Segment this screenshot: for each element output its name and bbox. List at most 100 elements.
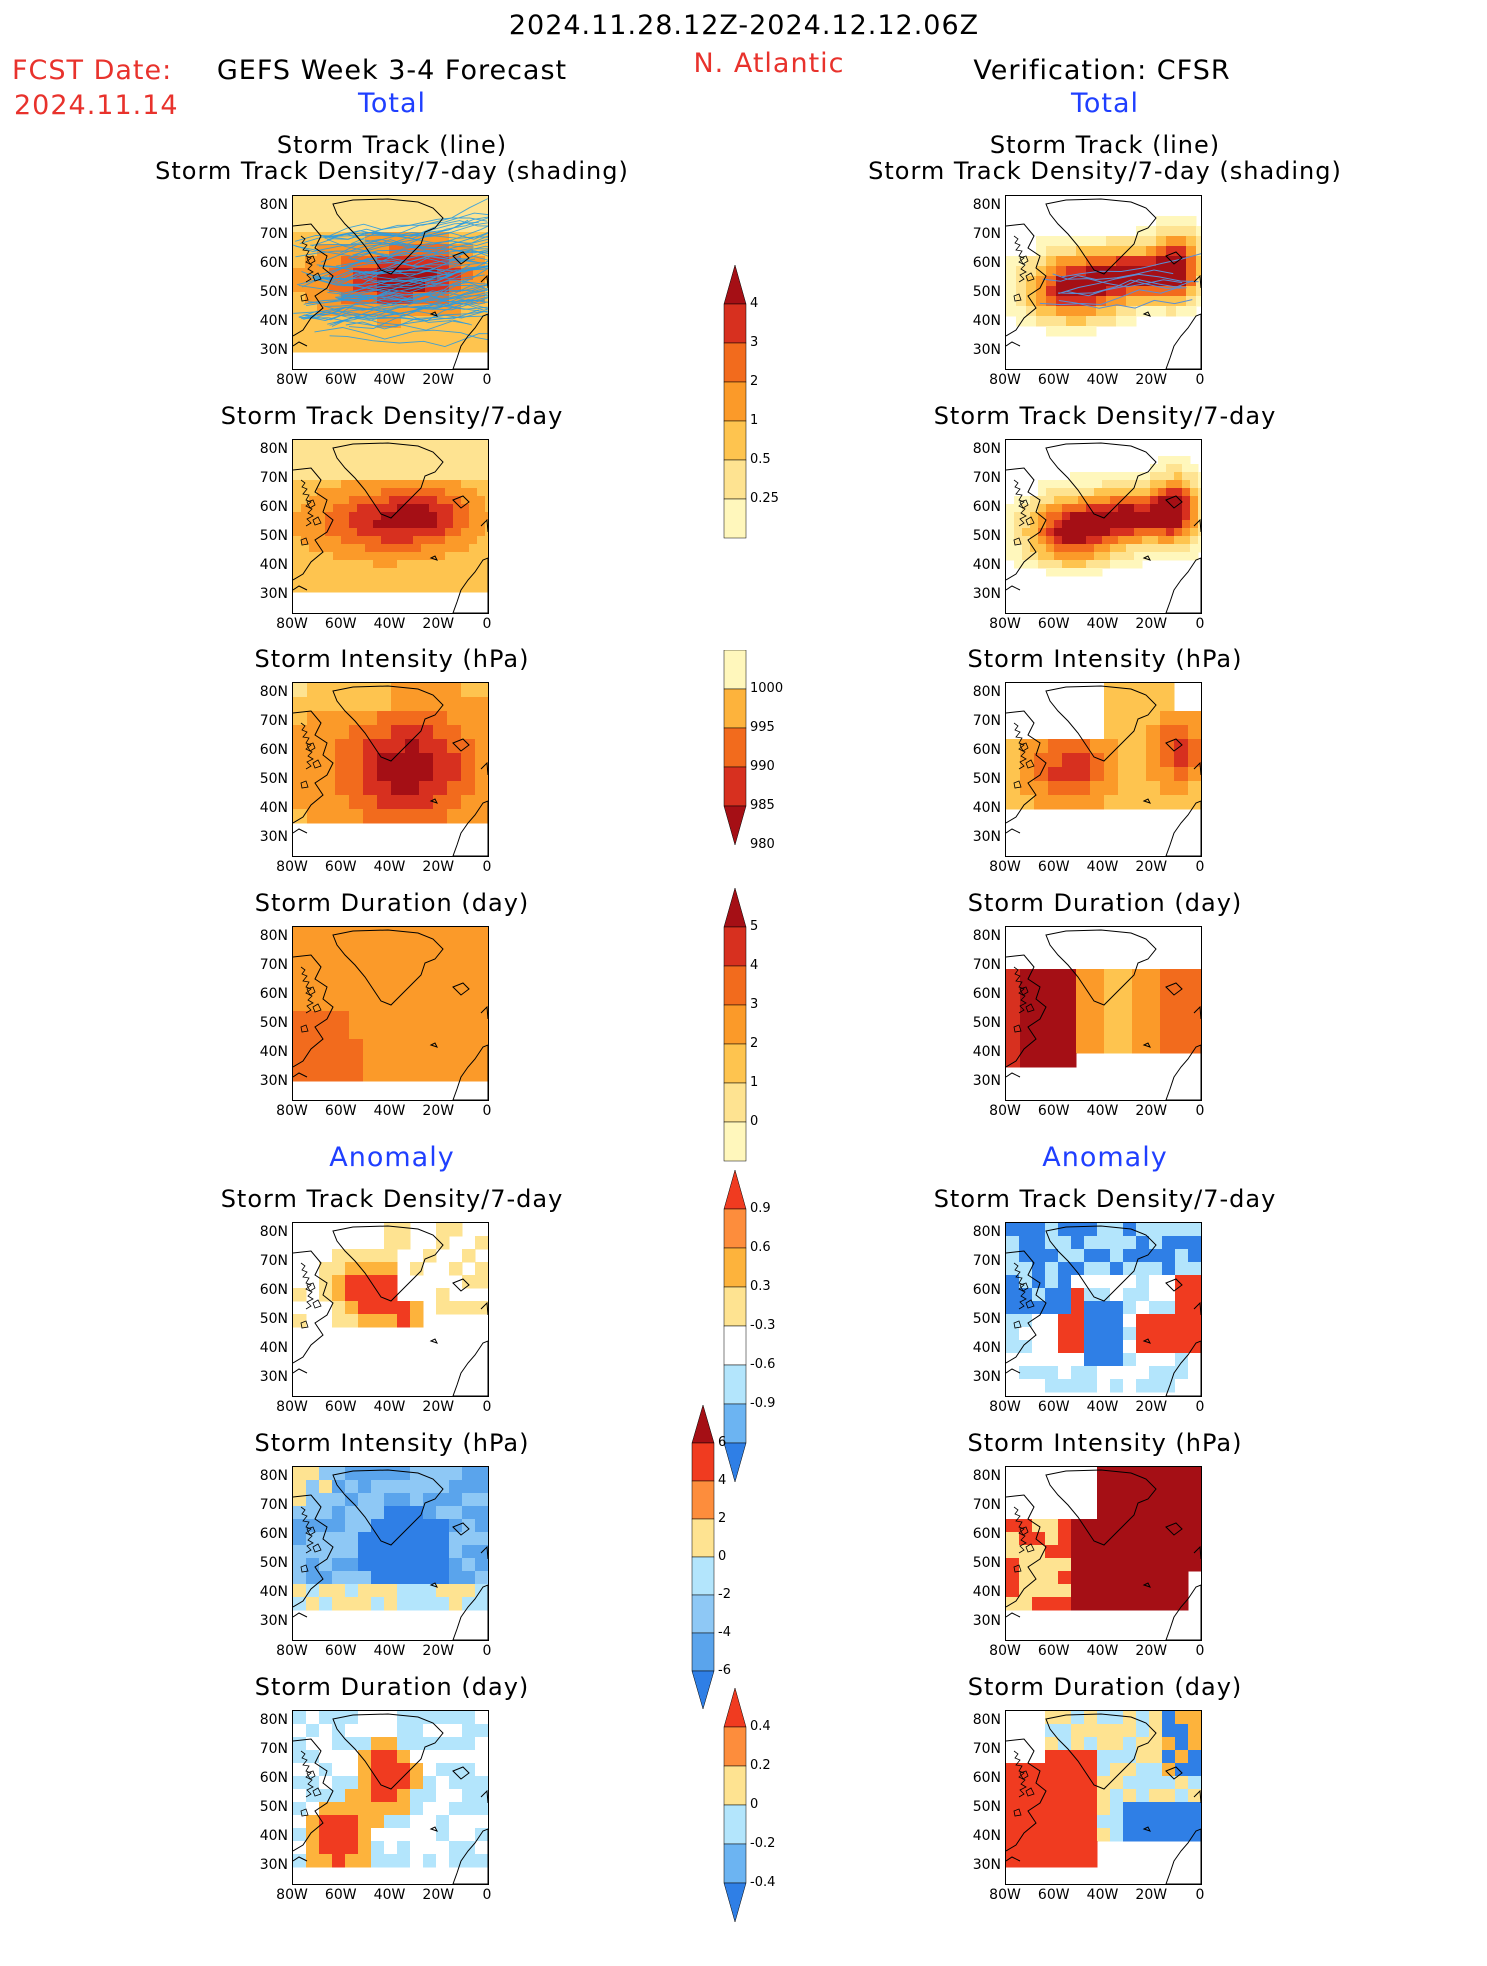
lat-label: 80N — [972, 684, 1001, 700]
lat-label: 30N — [972, 829, 1001, 845]
intensity-right-title: Storm Intensity (hPa) — [967, 645, 1243, 673]
lon-label: 40W — [1086, 1399, 1119, 1415]
lon-label: 60W — [324, 616, 357, 632]
colorbar-intensity: 1000 995 990 985 980 — [712, 649, 783, 889]
lon-label: 20W — [422, 1399, 455, 1415]
lon-label: 20W — [1135, 616, 1168, 632]
lon-label: 80W — [276, 859, 308, 875]
map-density-right — [1005, 439, 1202, 614]
lat-label: 80N — [259, 928, 288, 944]
lat-label: 40N — [972, 1828, 1001, 1844]
lon-label: 60W — [324, 859, 357, 875]
lat-label: 70N — [259, 957, 288, 973]
lon-label: 80W — [276, 1399, 308, 1415]
lon-label: 80W — [989, 859, 1021, 875]
colorbar-intensity-tick-label: 1000 — [750, 681, 784, 696]
lat-label: 60N — [972, 1526, 1001, 1542]
colorbar-anom-intensity-tick-label: 4 — [718, 1473, 727, 1488]
total-right-label: Total — [1070, 88, 1140, 119]
colorbar-density-tick-label: 3 — [750, 335, 759, 350]
map-intensity-right — [1005, 682, 1202, 857]
lon-label: 0 — [1195, 372, 1205, 388]
colorbar-intensity-tick-label: 995 — [750, 720, 775, 735]
track-line-left-title2: Storm Track Density/7-day (shading) — [155, 157, 629, 185]
colorbar-density-tick-label: 0.5 — [750, 452, 771, 467]
lon-label: 80W — [276, 372, 308, 388]
map-intensity-right-svg — [1006, 683, 1201, 856]
lat-label: 50N — [972, 1311, 1001, 1327]
lon-label: 20W — [422, 859, 455, 875]
lon-label: 40W — [1086, 1103, 1119, 1119]
lat-label: 60N — [259, 255, 288, 271]
lat-label: 80N — [259, 197, 288, 213]
lon-label: 60W — [324, 1103, 357, 1119]
lon-label: 40W — [373, 1887, 406, 1903]
lon-label: 60W — [1037, 859, 1070, 875]
lat-label: 60N — [259, 1282, 288, 1298]
track-line-right-title2: Storm Track Density/7-day (shading) — [868, 157, 1342, 185]
map-anom-duration-right — [1005, 1710, 1202, 1885]
lat-label: 70N — [259, 1253, 288, 1269]
region-title: N. Atlantic — [693, 48, 845, 79]
lat-label: 80N — [972, 1224, 1001, 1240]
lon-label: 60W — [1037, 616, 1070, 632]
lat-label: 30N — [972, 586, 1001, 602]
lat-label: 50N — [259, 771, 288, 787]
lon-label: 40W — [373, 1103, 406, 1119]
lon-label: 0 — [482, 616, 492, 632]
duration-right-title: Storm Duration (day) — [967, 889, 1243, 917]
lat-label: 40N — [972, 1044, 1001, 1060]
colorbar-anom-density: 0.9 0.6 0.3 -0.3 -0.6 -0.9 — [712, 1169, 776, 1526]
lon-label: 0 — [1195, 1887, 1205, 1903]
lat-label: 30N — [259, 829, 288, 845]
map-density-left — [292, 439, 489, 614]
date-range-title: 2024.11.28.12Z-2024.12.12.06Z — [508, 10, 980, 41]
colorbar-intensity-tick-label: 980 — [750, 837, 775, 852]
colorbar-anom-density-tick-label: 0.3 — [750, 1279, 771, 1294]
lat-label: 70N — [972, 1497, 1001, 1513]
lat-label: 70N — [259, 226, 288, 242]
lon-label: 0 — [1195, 616, 1205, 632]
anomaly-right-label: Anomaly — [1042, 1142, 1168, 1173]
map-anom-duration-right-svg — [1006, 1711, 1201, 1884]
lat-label: 60N — [259, 1770, 288, 1786]
colorbar-anom-duration-tick-label: -0.4 — [750, 1875, 776, 1890]
anom-duration-left-title: Storm Duration (day) — [254, 1673, 530, 1701]
lon-label: 60W — [1037, 1399, 1070, 1415]
lon-label: 80W — [989, 1887, 1021, 1903]
map-track-line-right — [1005, 195, 1202, 370]
colorbar-anom-density-tick-label: 0.9 — [750, 1201, 771, 1216]
fcst-date-label: FCST Date: — [12, 55, 173, 86]
lon-label: 20W — [1135, 1399, 1168, 1415]
lon-label: 40W — [1086, 616, 1119, 632]
map-anom-density-right-svg — [1006, 1223, 1201, 1396]
total-left-label: Total — [357, 88, 427, 119]
lat-label: 30N — [972, 342, 1001, 358]
map-duration-right — [1005, 926, 1202, 1101]
lon-label: 40W — [1086, 372, 1119, 388]
lon-label: 40W — [373, 1643, 406, 1659]
map-anom-intensity-left — [292, 1466, 489, 1641]
colorbar-anom-density-tick-label: -0.3 — [750, 1318, 776, 1333]
colorbar-anom-intensity-tick-label: -2 — [718, 1587, 731, 1602]
lat-label: 60N — [259, 986, 288, 1002]
map-duration-left-svg — [293, 927, 488, 1100]
colorbar-duration: 5 4 3 2 1 0 — [712, 887, 772, 1205]
map-duration-left — [292, 926, 489, 1101]
colorbar-density: 4 3 2 1 0.5 0.25 — [712, 264, 779, 582]
lat-label: 60N — [972, 742, 1001, 758]
lon-label: 60W — [324, 1399, 357, 1415]
map-anom-density-right — [1005, 1222, 1202, 1397]
lon-label: 0 — [482, 372, 492, 388]
lat-label: 50N — [259, 1799, 288, 1815]
lat-label: 70N — [259, 1741, 288, 1757]
colorbar-anom-duration-tick-label: 0.2 — [750, 1758, 771, 1773]
lon-label: 80W — [989, 1643, 1021, 1659]
colorbar-anom-intensity: 6 4 2 0 -2 -4 -6 — [680, 1404, 740, 1753]
lat-label: 80N — [972, 1468, 1001, 1484]
lat-label: 50N — [972, 284, 1001, 300]
fcst-date-value: 2024.11.14 — [14, 90, 179, 121]
lat-label: 60N — [259, 499, 288, 515]
lat-label: 50N — [972, 1555, 1001, 1571]
lon-label: 20W — [1135, 1103, 1168, 1119]
